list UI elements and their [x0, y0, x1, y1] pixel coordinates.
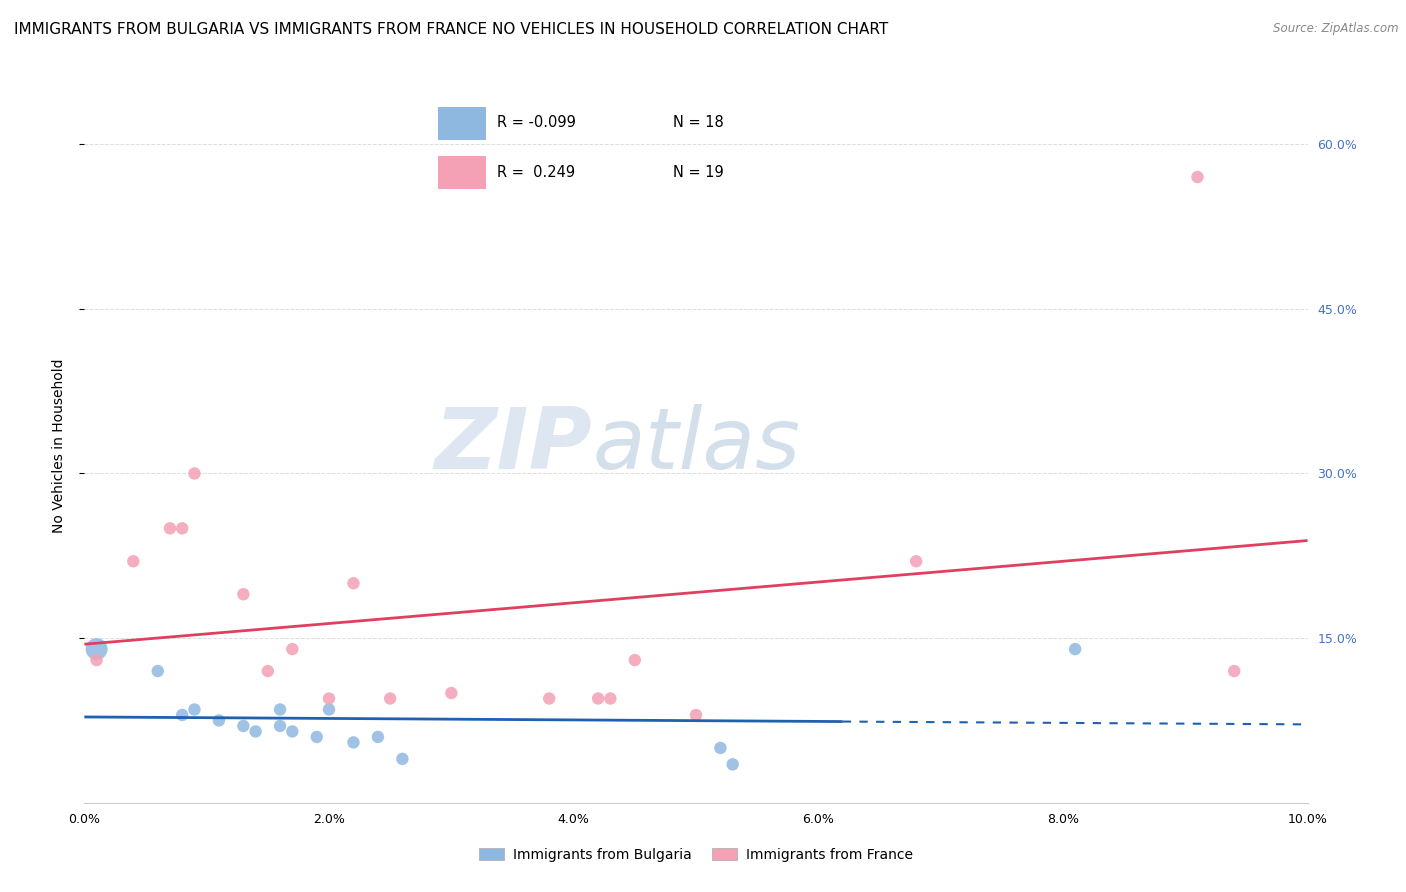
Point [269, 702, 291, 716]
Point [232, 587, 254, 601]
Point [1187, 169, 1209, 184]
Point [624, 653, 647, 667]
Point [367, 730, 389, 744]
Point [281, 724, 304, 739]
Point [1064, 642, 1087, 657]
Point [586, 691, 609, 706]
Point [905, 554, 928, 568]
Point [172, 521, 194, 535]
Text: IMMIGRANTS FROM BULGARIA VS IMMIGRANTS FROM FRANCE NO VEHICLES IN HOUSEHOLD CORR: IMMIGRANTS FROM BULGARIA VS IMMIGRANTS F… [14, 22, 889, 37]
Point [232, 719, 254, 733]
Point [721, 757, 744, 772]
Text: atlas: atlas [592, 404, 800, 488]
Point [380, 691, 402, 706]
Point [269, 719, 291, 733]
Legend: Immigrants from Bulgaria, Immigrants from France: Immigrants from Bulgaria, Immigrants fro… [474, 842, 918, 867]
Point [183, 467, 205, 481]
Point [159, 521, 181, 535]
Point [709, 740, 731, 755]
Point [257, 664, 280, 678]
Point [440, 686, 463, 700]
Point [172, 708, 194, 723]
Point [183, 702, 205, 716]
Point [245, 724, 267, 739]
Point [318, 691, 340, 706]
Point [305, 730, 328, 744]
Point [208, 714, 231, 728]
Point [86, 653, 108, 667]
Point [86, 642, 108, 657]
Point [1223, 664, 1246, 678]
Point [599, 691, 621, 706]
Y-axis label: No Vehicles in Household: No Vehicles in Household [52, 359, 66, 533]
Point [342, 735, 364, 749]
Point [281, 642, 304, 657]
Point [342, 576, 364, 591]
Point [318, 702, 340, 716]
Point [122, 554, 145, 568]
Text: ZIP: ZIP [434, 404, 592, 488]
Text: Source: ZipAtlas.com: Source: ZipAtlas.com [1274, 22, 1399, 36]
Point [391, 752, 413, 766]
Point [685, 708, 707, 723]
Point [538, 691, 561, 706]
Point [146, 664, 169, 678]
